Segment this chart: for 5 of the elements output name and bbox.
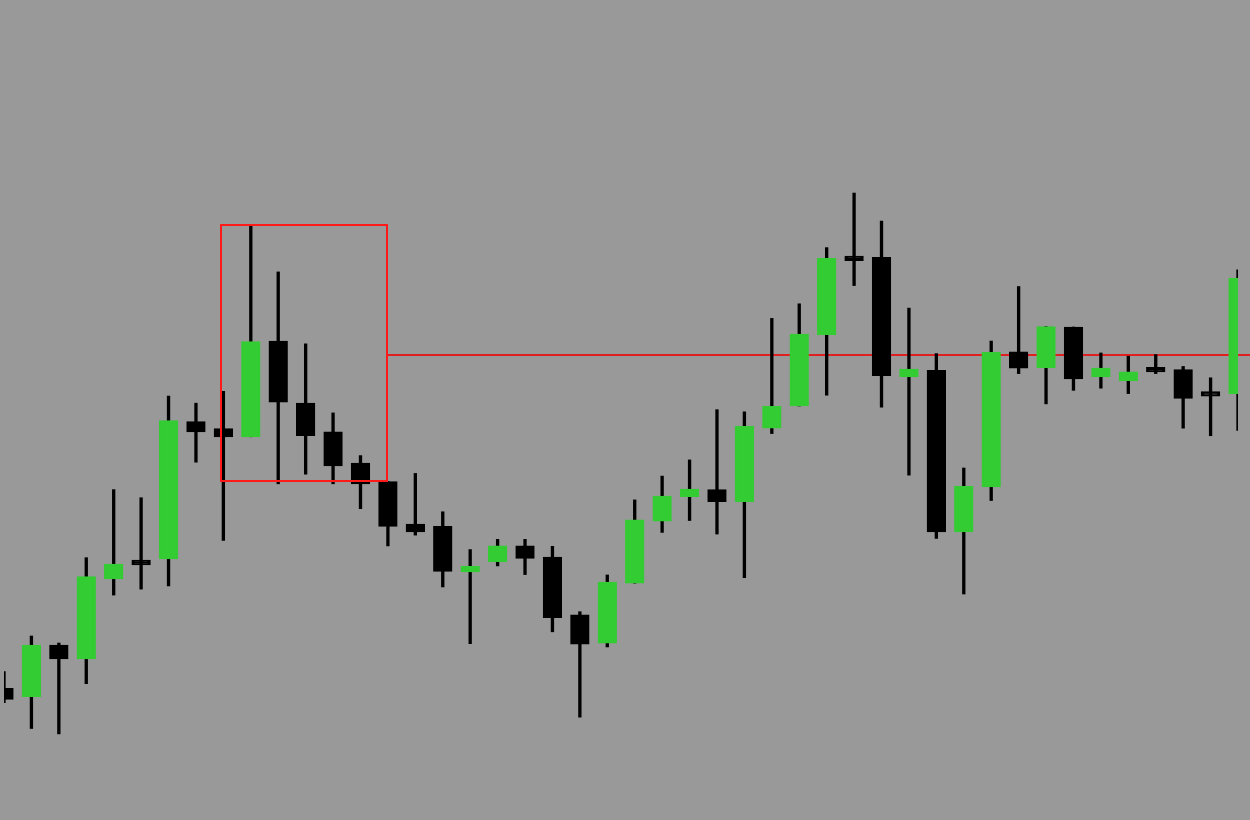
candlestick (707, 409, 727, 535)
candlestick (186, 402, 206, 463)
candlestick (49, 642, 69, 735)
candlestick (899, 307, 919, 476)
candlestick (1091, 352, 1111, 389)
